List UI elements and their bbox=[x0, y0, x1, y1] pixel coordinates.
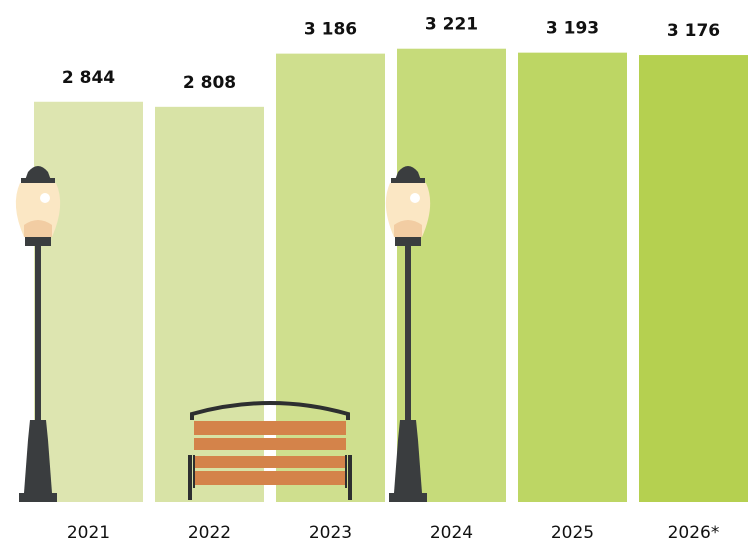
bar bbox=[518, 52, 627, 502]
x-tick-label: 2026* bbox=[668, 523, 720, 543]
lamp-post bbox=[385, 166, 431, 502]
value-label: 3 221 bbox=[425, 15, 478, 35]
value-label: 2 808 bbox=[183, 73, 236, 93]
bar bbox=[155, 106, 264, 502]
value-label: 3 176 bbox=[667, 21, 720, 41]
bar bbox=[639, 55, 748, 502]
bar bbox=[34, 101, 143, 502]
x-tick-label: 2022 bbox=[188, 523, 231, 543]
lamp-post bbox=[15, 166, 61, 502]
x-tick-label: 2021 bbox=[67, 523, 110, 543]
x-tick-label: 2025 bbox=[551, 523, 594, 543]
x-tick-label: 2024 bbox=[430, 523, 473, 543]
value-label: 2 844 bbox=[62, 68, 115, 88]
value-label: 3 193 bbox=[546, 19, 599, 39]
bars bbox=[34, 48, 748, 503]
decoration bbox=[15, 166, 431, 502]
x-tick-label: 2023 bbox=[309, 523, 352, 543]
bench bbox=[188, 401, 352, 500]
value-label: 3 186 bbox=[304, 20, 357, 40]
